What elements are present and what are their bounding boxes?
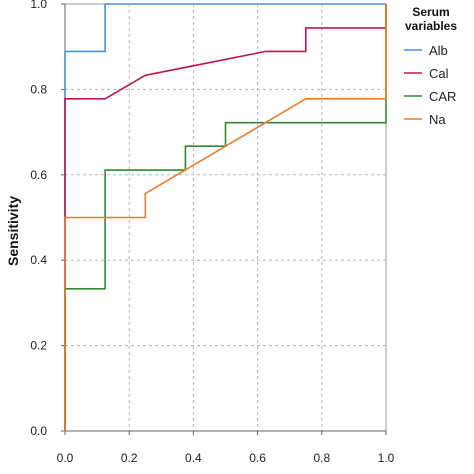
legend-label-alb: Alb (429, 43, 448, 58)
x-tick-label: 0.4 (185, 451, 202, 465)
grid (65, 4, 386, 431)
series-line-na (64, 4, 387, 431)
series-line-cal (64, 4, 387, 431)
y-tick-label: 0.2 (30, 339, 47, 353)
legend-title-line-1: Serum (412, 5, 449, 19)
y-tick-label: 0.8 (30, 82, 47, 96)
x-tick-label: 0.0 (57, 451, 74, 465)
y-tick-label: 0.6 (30, 168, 47, 182)
x-tick-label: 0.8 (313, 451, 330, 465)
series-lines (64, 3, 387, 431)
legend: Serum variables Alb Cal CAR Na (404, 5, 457, 127)
y-tick-label: 1.0 (30, 0, 47, 11)
y-tick-label: 0.0 (30, 424, 47, 438)
y-axis: 0.0 0.2 0.4 0.6 0.8 1.0 (30, 0, 65, 438)
y-tick-label: 0.4 (30, 253, 47, 267)
series-line-car (64, 4, 387, 431)
legend-label-na: Na (429, 112, 446, 127)
x-tick-label: 0.2 (121, 451, 138, 465)
legend-items: Alb Cal CAR Na (404, 43, 456, 127)
legend-label-cal: Cal (429, 66, 449, 81)
x-tick-label: 1.0 (378, 451, 395, 465)
x-tick-label: 0.6 (249, 451, 266, 465)
legend-label-car: CAR (429, 89, 456, 104)
x-axis: 0.0 0.2 0.4 0.6 0.8 1.0 (57, 431, 395, 465)
legend-title-line-2: variables (405, 19, 457, 33)
y-axis-label: Sensitivity (5, 196, 21, 266)
